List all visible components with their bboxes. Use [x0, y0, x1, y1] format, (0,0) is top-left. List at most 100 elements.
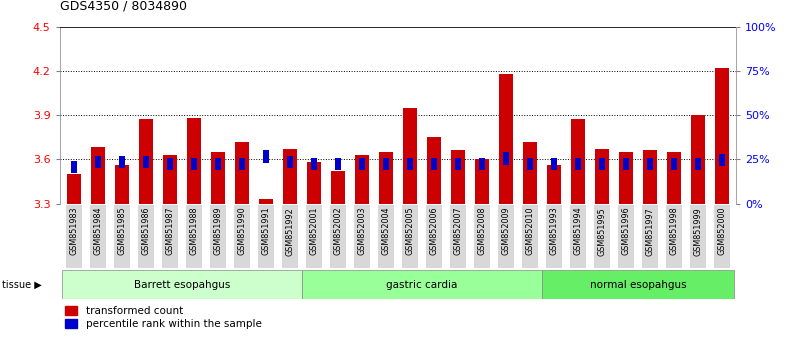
FancyBboxPatch shape: [570, 205, 587, 268]
FancyBboxPatch shape: [689, 205, 706, 268]
Bar: [191, 158, 197, 170]
Bar: [475, 159, 489, 204]
Bar: [599, 158, 605, 170]
Bar: [188, 118, 201, 204]
Text: GSM851990: GSM851990: [237, 207, 247, 256]
Text: GSM851988: GSM851988: [189, 207, 198, 255]
Text: GSM851985: GSM851985: [118, 207, 127, 256]
Bar: [643, 150, 657, 204]
Bar: [263, 150, 269, 163]
Text: GSM852009: GSM852009: [501, 207, 510, 256]
Bar: [572, 119, 584, 204]
FancyBboxPatch shape: [665, 205, 682, 268]
Text: GSM851994: GSM851994: [573, 207, 583, 256]
FancyBboxPatch shape: [594, 205, 611, 268]
Bar: [139, 119, 153, 204]
Text: GSM851991: GSM851991: [262, 207, 271, 256]
FancyBboxPatch shape: [330, 205, 346, 268]
Bar: [716, 68, 728, 204]
FancyBboxPatch shape: [185, 205, 202, 268]
FancyBboxPatch shape: [306, 205, 322, 268]
Text: GSM852004: GSM852004: [381, 207, 391, 255]
Text: GSM852002: GSM852002: [334, 207, 342, 256]
Text: GSM851984: GSM851984: [94, 207, 103, 255]
Bar: [307, 162, 321, 204]
Text: GSM852005: GSM852005: [405, 207, 415, 256]
Bar: [335, 158, 341, 170]
Bar: [527, 158, 533, 170]
Text: GSM852008: GSM852008: [478, 207, 486, 255]
Text: GSM851997: GSM851997: [646, 207, 654, 256]
Bar: [499, 74, 513, 204]
Text: GDS4350 / 8034890: GDS4350 / 8034890: [60, 0, 187, 12]
Text: Barrett esopahgus: Barrett esopahgus: [134, 280, 230, 290]
FancyBboxPatch shape: [258, 205, 275, 268]
Text: GSM851989: GSM851989: [213, 207, 223, 256]
FancyBboxPatch shape: [542, 270, 734, 299]
FancyBboxPatch shape: [234, 205, 251, 268]
Bar: [404, 108, 416, 204]
Bar: [92, 148, 105, 204]
FancyBboxPatch shape: [66, 205, 83, 268]
Bar: [143, 156, 149, 168]
FancyBboxPatch shape: [114, 205, 131, 268]
FancyBboxPatch shape: [498, 205, 514, 268]
Bar: [355, 155, 369, 204]
Bar: [287, 156, 293, 168]
Text: normal esopahgus: normal esopahgus: [590, 280, 686, 290]
FancyBboxPatch shape: [302, 270, 542, 299]
FancyBboxPatch shape: [353, 205, 370, 268]
FancyBboxPatch shape: [521, 205, 538, 268]
FancyBboxPatch shape: [474, 205, 490, 268]
FancyBboxPatch shape: [618, 205, 634, 268]
Text: tissue ▶: tissue ▶: [2, 280, 42, 290]
Bar: [503, 152, 509, 165]
FancyBboxPatch shape: [450, 205, 466, 268]
Text: GSM851983: GSM851983: [69, 207, 79, 255]
Text: GSM851987: GSM851987: [166, 207, 174, 256]
Text: gastric cardia: gastric cardia: [386, 280, 458, 290]
FancyBboxPatch shape: [713, 205, 730, 268]
Bar: [359, 158, 365, 170]
Bar: [431, 158, 437, 170]
Bar: [119, 156, 125, 168]
Bar: [283, 149, 297, 204]
Bar: [216, 158, 220, 170]
Text: GSM852007: GSM852007: [454, 207, 462, 256]
FancyBboxPatch shape: [426, 205, 443, 268]
Bar: [691, 115, 704, 204]
Bar: [163, 155, 177, 204]
Bar: [619, 152, 633, 204]
FancyBboxPatch shape: [402, 205, 419, 268]
FancyBboxPatch shape: [162, 205, 178, 268]
Bar: [167, 158, 173, 170]
Bar: [523, 142, 537, 204]
FancyBboxPatch shape: [377, 205, 394, 268]
Bar: [720, 154, 724, 166]
Bar: [331, 171, 345, 204]
FancyBboxPatch shape: [209, 205, 226, 268]
Bar: [455, 158, 461, 170]
Text: GSM852003: GSM852003: [357, 207, 366, 255]
FancyBboxPatch shape: [138, 205, 154, 268]
FancyBboxPatch shape: [642, 205, 658, 268]
Bar: [311, 158, 317, 170]
Bar: [479, 158, 485, 170]
Bar: [595, 149, 608, 204]
Bar: [576, 158, 580, 170]
Bar: [96, 156, 101, 168]
Text: GSM851998: GSM851998: [669, 207, 678, 256]
Bar: [623, 158, 629, 170]
Bar: [671, 158, 677, 170]
Text: GSM851992: GSM851992: [286, 207, 295, 256]
Text: GSM852010: GSM852010: [525, 207, 534, 255]
Bar: [548, 165, 560, 204]
Bar: [695, 158, 700, 170]
Bar: [115, 165, 129, 204]
Text: GSM851986: GSM851986: [142, 207, 150, 255]
Text: GSM851995: GSM851995: [598, 207, 607, 256]
Bar: [647, 158, 653, 170]
Legend: transformed count, percentile rank within the sample: transformed count, percentile rank withi…: [65, 306, 262, 329]
Bar: [451, 150, 465, 204]
Bar: [408, 158, 412, 170]
